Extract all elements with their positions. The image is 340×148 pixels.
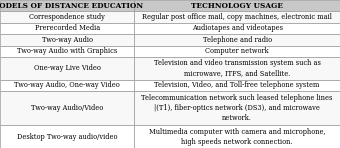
Text: Two-way Audio with Graphics: Two-way Audio with Graphics (17, 47, 117, 55)
Bar (0, 23, 134, 34)
Text: Telephone and radio: Telephone and radio (203, 36, 272, 44)
Text: Two-way Audio, One-way Video: Two-way Audio, One-way Video (14, 81, 120, 89)
Text: Multimedia computer with camera and microphone,
high speeds network connection.: Multimedia computer with camera and micr… (149, 128, 325, 145)
Bar (0, 57, 134, 80)
Text: Two-way Audio: Two-way Audio (42, 36, 92, 44)
Bar (0, 125, 134, 148)
Bar (134, 23, 340, 34)
Bar (134, 34, 340, 46)
Bar (0, 0, 134, 11)
Bar (0, 46, 134, 57)
Bar (134, 46, 340, 57)
Bar (134, 80, 340, 91)
Bar (134, 57, 340, 80)
Bar (134, 0, 340, 11)
Text: Computer network: Computer network (205, 47, 269, 55)
Text: Correspondence study: Correspondence study (29, 13, 105, 21)
Text: Desktop Two-way audio/video: Desktop Two-way audio/video (17, 133, 117, 141)
Bar (0, 11, 134, 23)
Bar (134, 125, 340, 148)
Text: Prerecorded Media: Prerecorded Media (35, 24, 100, 32)
Bar (134, 91, 340, 125)
Text: Telecommunication network such leased telephone lines
|(T1), fiber-optics networ: Telecommunication network such leased te… (141, 94, 333, 122)
Bar (0, 80, 134, 91)
Text: Regular post office mail, copy machines, electronic mail: Regular post office mail, copy machines,… (142, 13, 332, 21)
Text: Audiotapes and videotapes: Audiotapes and videotapes (192, 24, 283, 32)
Text: TECHNOLOGY USAGE: TECHNOLOGY USAGE (191, 2, 283, 10)
Text: Television, Video, and Toll-free telephone system: Television, Video, and Toll-free telepho… (154, 81, 320, 89)
Bar (134, 11, 340, 23)
Bar (0, 34, 134, 46)
Text: Television and video transmission system such as
microwave, ITFS, and Satellite.: Television and video transmission system… (154, 59, 321, 77)
Text: MODELS OF DISTANCE EDUCATION: MODELS OF DISTANCE EDUCATION (0, 2, 143, 10)
Text: Two-way Audio/Video: Two-way Audio/Video (31, 104, 103, 112)
Text: One-way Live Video: One-way Live Video (34, 64, 101, 72)
Bar (0, 91, 134, 125)
